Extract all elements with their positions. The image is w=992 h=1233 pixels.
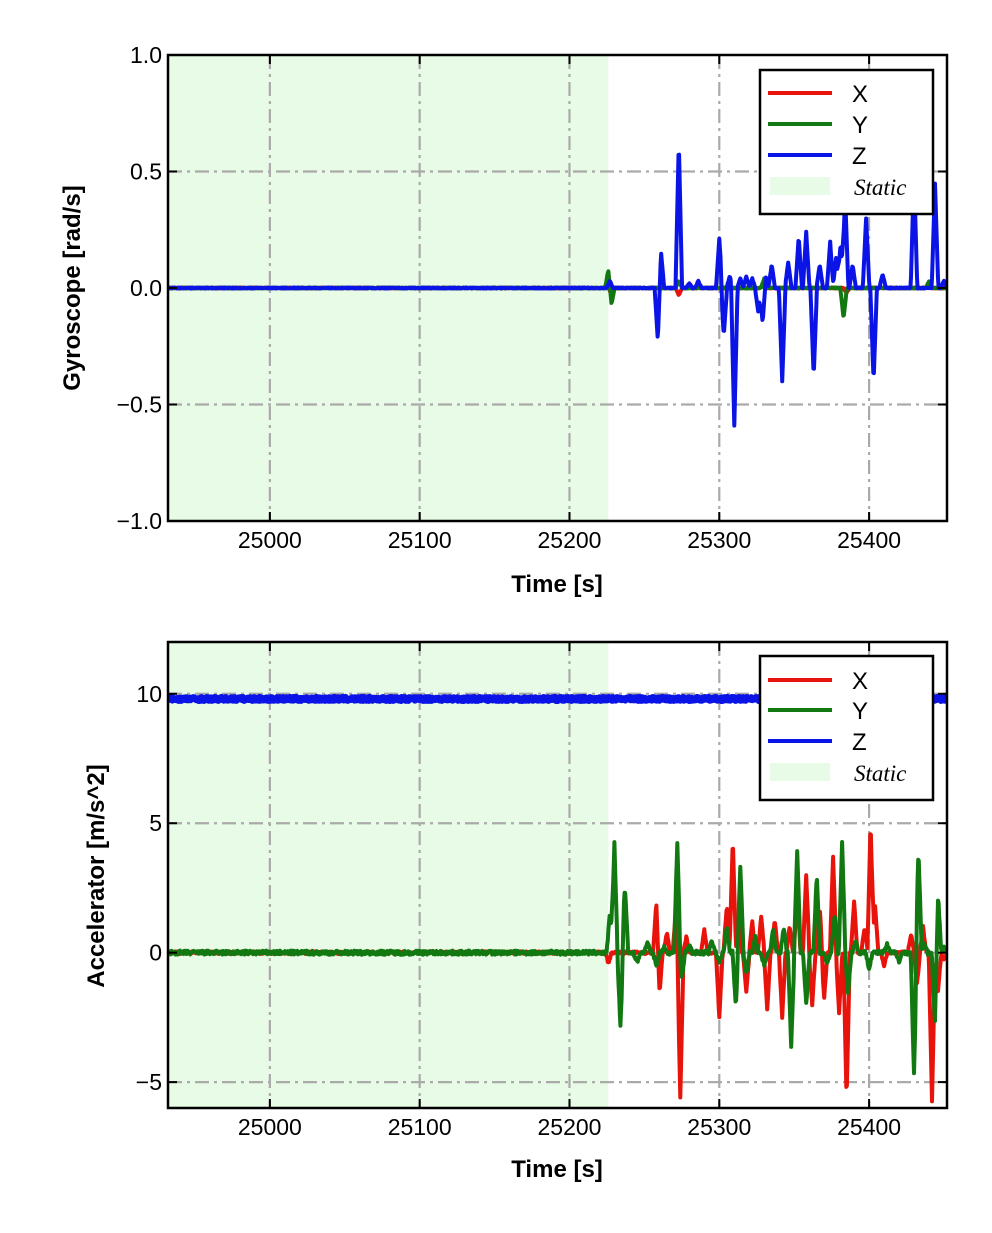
series-line-z (168, 152, 947, 428)
x-tick-label: 25400 (837, 1114, 901, 1140)
legend-label-y: Y (852, 698, 868, 725)
legend-swatch-static (770, 763, 830, 781)
plot-frame (166, 640, 949, 1110)
ticks: 25000 25100 25200 25300 25400 −5 0 5 10 (136, 642, 947, 1140)
x-tick-label: 25300 (687, 1114, 751, 1140)
y-tick-label: 1.0 (130, 42, 162, 68)
y-tick-label: −5 (136, 1069, 162, 1095)
accelerator-chart: 25000 25100 25200 25300 25400 −5 0 5 10 Time [s]… (83, 640, 949, 1183)
x-axis-label: Time [s] (511, 1156, 603, 1183)
y-tick-label: 5 (149, 810, 162, 836)
x-tick-label: 25400 (837, 527, 901, 553)
y-tick-label: 0.0 (130, 275, 162, 301)
legend-label-x: X (852, 81, 868, 108)
ticks: 25000 25100 25200 25300 25400 −1.0 −0.5 0.0 0.5 1… (117, 42, 947, 553)
x-tick-label: 25000 (238, 1114, 302, 1140)
legend-label-z: Z (852, 143, 867, 170)
legend-label-x: X (852, 668, 868, 695)
legend-swatch-static (770, 177, 830, 195)
x-axis-label: Time [s] (511, 571, 603, 598)
legend: X Y Z Static (758, 68, 935, 216)
x-tick-label: 25100 (388, 1114, 452, 1140)
legend-label-y: Y (852, 112, 868, 139)
static-region (168, 642, 609, 1108)
x-tick-label: 25300 (687, 527, 751, 553)
legend-label-static: Static (854, 761, 906, 786)
x-tick-label: 25200 (538, 1114, 602, 1140)
y-tick-label: −1.0 (117, 508, 162, 534)
x-tick-label: 25200 (538, 527, 602, 553)
gyroscope-chart: 25000 25100 25200 25300 25400 −1.0 −0.5 0.0 0.5 1… (59, 42, 949, 598)
y-tick-label: 10 (136, 681, 162, 707)
series-line-y (168, 840, 947, 1076)
legend-label-z: Z (852, 729, 867, 756)
y-axis-label: Accelerator [m/s^2] (83, 764, 110, 987)
y-tick-label: −0.5 (117, 392, 162, 418)
series-layer (168, 152, 947, 428)
y-axis-label: Gyroscope [rad/s] (59, 185, 86, 390)
legend-label-static: Static (854, 175, 906, 200)
y-tick-label: 0.5 (130, 159, 162, 185)
legend: X Y Z Static (758, 654, 935, 802)
x-tick-label: 25000 (238, 527, 302, 553)
x-tick-label: 25100 (388, 527, 452, 553)
y-tick-label: 0 (149, 940, 162, 966)
